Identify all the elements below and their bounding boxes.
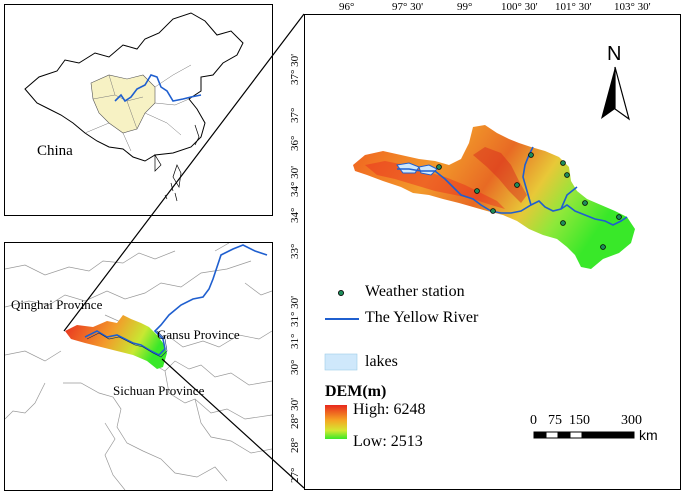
weather-station <box>564 172 570 178</box>
left-tick: 31° <box>289 333 301 349</box>
dem-legend-colorbar <box>325 405 347 439</box>
legend-river-label: The Yellow River <box>365 309 479 326</box>
weather-station <box>528 152 534 158</box>
dem-legend-title: DEM(m) <box>325 383 387 400</box>
left-tick: 34° <box>289 207 301 223</box>
left-tick: 36° <box>289 135 301 151</box>
weather-station <box>600 244 606 250</box>
left-tick: 34° 30' <box>289 165 301 197</box>
legend-station-icon <box>338 289 345 296</box>
qinghai-label: Qinghai Province <box>11 297 103 312</box>
left-tick: 27° <box>289 467 301 483</box>
left-tick: 31° 30' <box>289 295 301 327</box>
gansu-label: Gansu Province <box>157 327 240 342</box>
china-map <box>24 12 244 202</box>
top-tick: 99° <box>457 1 473 13</box>
scale-label: 300 <box>621 413 642 428</box>
dem-legend-high: High: 6248 <box>353 401 426 418</box>
weather-station <box>582 200 588 206</box>
legend-lakes-label: lakes <box>365 353 398 370</box>
weather-station <box>616 214 622 220</box>
weather-stations <box>436 152 622 250</box>
weather-station <box>436 164 442 170</box>
dem-legend-low: Low: 2513 <box>353 433 423 450</box>
north-arrow-icon <box>601 66 631 121</box>
dem-region-small <box>65 315 167 369</box>
left-tick: 37° <box>289 107 301 123</box>
weather-station <box>490 208 496 214</box>
top-tick: 97° 30' <box>392 1 424 13</box>
dem-high-east <box>473 147 527 203</box>
left-tick: 37° 30' <box>289 53 301 85</box>
province-inset-panel: Qinghai Province Gansu Province Sichuan … <box>4 242 273 491</box>
main-map-panel: 96° 97° 30' 99° 100° 30' 101° 30' 103° 3… <box>289 1 681 490</box>
top-tick: 96° <box>339 1 355 13</box>
weather-station <box>514 182 520 188</box>
province-map <box>5 243 272 490</box>
legend-lakes-icon <box>324 353 358 371</box>
china-label: China <box>37 143 73 159</box>
lake-2 <box>418 164 438 176</box>
left-tick: 30° <box>289 359 301 375</box>
dem-region <box>353 125 635 269</box>
top-tick: 101° 30' <box>555 1 592 13</box>
scale-bar <box>533 431 635 439</box>
main-map-canvas <box>324 66 635 439</box>
province-boundaries <box>5 243 272 490</box>
scale-unit: km <box>639 427 658 443</box>
top-tick: 100° 30' <box>501 1 538 13</box>
yellow-river-province-outline <box>86 330 168 358</box>
china-inset-panel: China <box>4 4 273 216</box>
scale-label: 150 <box>569 413 590 428</box>
left-tick: 33° <box>289 243 301 259</box>
sichuan-label: Sichuan Province <box>113 383 205 398</box>
legend-station-label: Weather station <box>365 283 465 300</box>
weather-station <box>474 188 480 194</box>
north-label: N <box>607 43 622 65</box>
weather-station <box>560 220 566 226</box>
weather-station <box>560 160 566 166</box>
scale-label: 0 <box>530 413 537 428</box>
scale-label: 75 <box>548 413 562 428</box>
top-tick: 103° 30' <box>614 1 651 13</box>
left-tick: 28° <box>289 437 301 453</box>
dem-high-core <box>365 161 505 209</box>
left-tick: 28° 30' <box>289 397 301 429</box>
